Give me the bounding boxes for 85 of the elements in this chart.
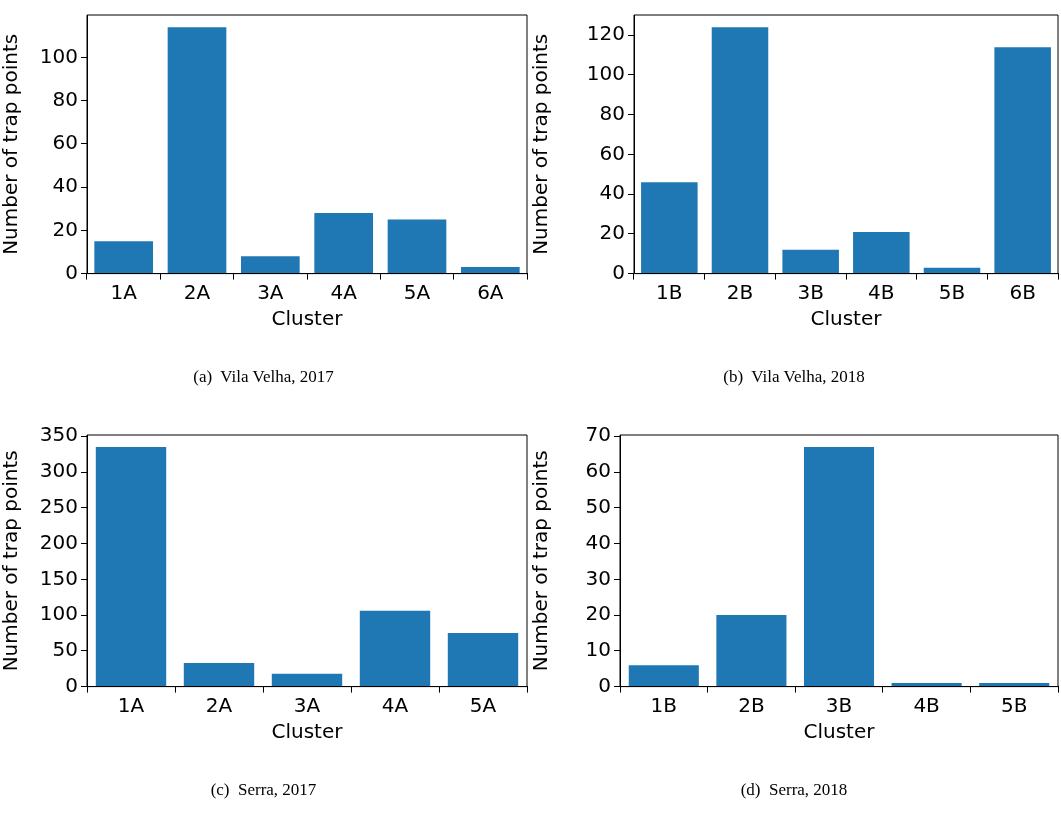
x-tick-label: 5B bbox=[938, 279, 966, 304]
bar bbox=[271, 673, 343, 687]
y-tick-label: 40 bbox=[52, 173, 78, 198]
bar bbox=[167, 27, 227, 274]
bar bbox=[891, 683, 962, 687]
x-tick-label: 1A bbox=[110, 279, 138, 304]
x-tick-label: 2B bbox=[738, 692, 765, 717]
y-tick-label: 100 bbox=[586, 61, 625, 86]
y-tick-label: 20 bbox=[599, 220, 625, 245]
x-tick-label: 1A bbox=[117, 692, 145, 717]
bar bbox=[979, 683, 1050, 687]
y-tick-label: 40 bbox=[599, 180, 625, 205]
x-axis-title: Cluster bbox=[810, 305, 883, 330]
y-tick-label: 100 bbox=[39, 43, 78, 68]
bar bbox=[803, 446, 875, 687]
y-tick-label: 0 bbox=[65, 672, 78, 697]
bar bbox=[711, 27, 769, 274]
bar bbox=[716, 615, 787, 687]
y-tick-label: 300 bbox=[39, 458, 78, 483]
x-tick-label: 5B bbox=[1000, 692, 1028, 717]
x-tick-label: 6A bbox=[477, 279, 504, 304]
y-tick-label: 70 bbox=[585, 422, 611, 447]
x-tick-label: 3A bbox=[293, 692, 321, 717]
y-tick-label: 350 bbox=[39, 422, 78, 447]
bar bbox=[923, 267, 981, 274]
y-axis-title: Number of trap points bbox=[528, 33, 553, 255]
y-tick-label: 50 bbox=[585, 493, 611, 518]
y-tick-label: 40 bbox=[585, 529, 611, 554]
x-tick-label: 2B bbox=[726, 279, 754, 304]
x-tick-label: 3B bbox=[825, 692, 853, 717]
bar bbox=[853, 231, 910, 274]
x-tick-label: 4A bbox=[381, 692, 409, 717]
bar bbox=[641, 182, 698, 274]
y-tick-label: 50 bbox=[52, 637, 78, 662]
bar bbox=[461, 267, 520, 274]
y-tick-label: 250 bbox=[39, 493, 78, 518]
y-axis-title: Number of trap points bbox=[528, 450, 553, 672]
bar bbox=[183, 663, 255, 687]
y-tick-label: 0 bbox=[598, 672, 611, 697]
x-tick-label: 5A bbox=[469, 692, 497, 717]
y-axis-title: Number of trap points bbox=[0, 33, 23, 255]
bar bbox=[447, 632, 519, 687]
x-tick-label: 4B bbox=[913, 692, 940, 717]
y-tick-label: 20 bbox=[52, 216, 78, 241]
y-tick-label: 10 bbox=[585, 637, 611, 662]
bar bbox=[314, 213, 373, 274]
bar bbox=[782, 249, 839, 274]
text: (a) Vila Velha, 2017 bbox=[193, 367, 335, 387]
y-tick-label: 120 bbox=[586, 21, 625, 46]
x-tick-label: 6B bbox=[1009, 279, 1036, 304]
text: (d) Serra, 2018 bbox=[740, 780, 848, 800]
x-tick-label: 3A bbox=[257, 279, 284, 304]
y-tick-label: 30 bbox=[585, 565, 611, 590]
x-axis-title: Cluster bbox=[271, 718, 344, 743]
y-tick-label: 200 bbox=[39, 529, 78, 554]
x-tick-label: 5A bbox=[403, 279, 431, 304]
y-tick-label: 20 bbox=[585, 601, 611, 626]
y-tick-label: 0 bbox=[612, 259, 625, 284]
x-tick-label: 2A bbox=[183, 279, 211, 304]
bar bbox=[387, 219, 447, 274]
bar bbox=[95, 446, 167, 687]
x-tick-label: 1B bbox=[650, 692, 678, 717]
x-tick-label: 2A bbox=[205, 692, 233, 717]
x-tick-label: 4A bbox=[330, 279, 358, 304]
y-tick-label: 0 bbox=[65, 259, 78, 284]
bar bbox=[359, 610, 431, 687]
y-axis-title: Number of trap points bbox=[0, 450, 23, 672]
y-tick-label: 60 bbox=[585, 458, 611, 483]
y-tick-label: 150 bbox=[39, 565, 78, 590]
y-tick-label: 60 bbox=[52, 130, 78, 155]
y-tick-label: 100 bbox=[39, 601, 78, 626]
bar bbox=[628, 665, 699, 687]
x-axis-title: Cluster bbox=[803, 718, 876, 743]
x-tick-label: 3B bbox=[797, 279, 824, 304]
y-tick-label: 60 bbox=[599, 140, 625, 165]
x-axis-title: Cluster bbox=[271, 305, 344, 330]
x-tick-label: 1B bbox=[656, 279, 683, 304]
x-tick-label: 4B bbox=[868, 279, 895, 304]
bar bbox=[94, 241, 153, 274]
bar bbox=[994, 47, 1051, 274]
text: (c) Serra, 2017 bbox=[210, 780, 317, 800]
y-tick-label: 80 bbox=[599, 100, 625, 125]
bar bbox=[241, 256, 300, 274]
text: (b) Vila Velha, 2018 bbox=[723, 367, 865, 387]
y-tick-label: 80 bbox=[52, 86, 78, 111]
